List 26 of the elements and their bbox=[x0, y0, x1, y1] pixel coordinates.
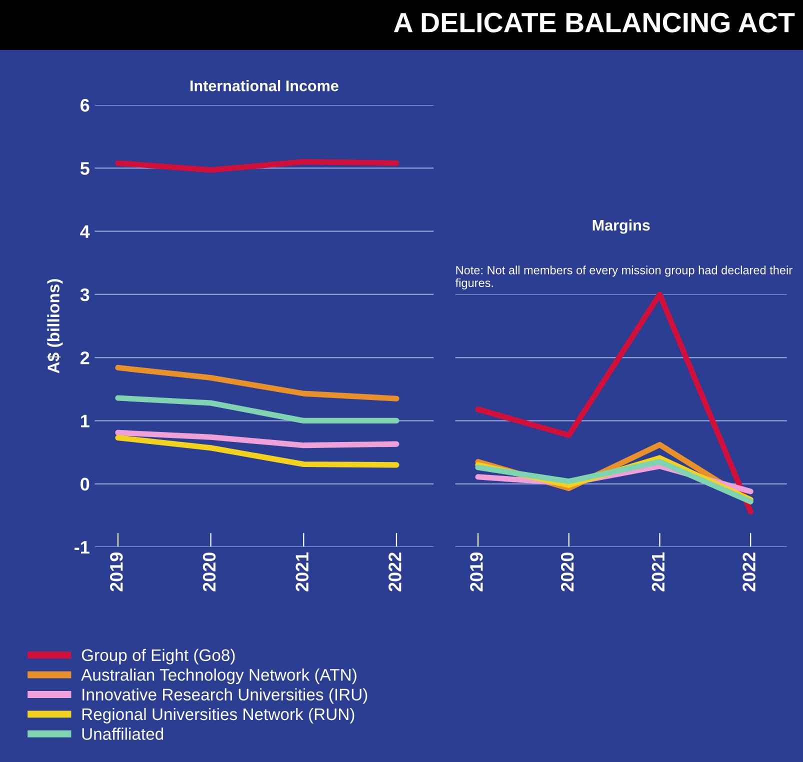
y-tick-label: 1 bbox=[80, 414, 90, 428]
legend-label: Australian Technology Network (ATN) bbox=[81, 668, 356, 684]
legend-label: Group of Eight (Go8) bbox=[82, 648, 235, 664]
y-tick-label: 4 bbox=[80, 225, 90, 238]
x-tick-label: 2022 bbox=[742, 552, 756, 592]
x-tick-label: 2020 bbox=[202, 552, 216, 592]
legend-label: Unaffiliated bbox=[82, 728, 164, 740]
text: Note: Not all members of every mission group had declared their figures. bbox=[455, 266, 792, 290]
y-tick-label: -1 bbox=[74, 541, 90, 554]
chart-title: International Income bbox=[190, 80, 338, 92]
y-tick-label: 6 bbox=[80, 98, 90, 112]
y-tick-label: 0 bbox=[80, 478, 90, 491]
x-tick-label: 2022 bbox=[388, 552, 402, 592]
legend-label: Regional Universities Network (RUN) bbox=[82, 708, 354, 724]
y-tick-label: 3 bbox=[80, 288, 90, 302]
x-tick-label: 2021 bbox=[296, 552, 308, 592]
text: A DELICATE BALANCING ACT bbox=[394, 12, 795, 32]
x-tick-label: 2019 bbox=[470, 552, 483, 592]
x-tick-label: 2019 bbox=[110, 552, 123, 592]
y-tick-label: 5 bbox=[80, 162, 90, 175]
x-tick-label: 2020 bbox=[560, 552, 574, 592]
y-tick-label: 2 bbox=[80, 352, 90, 364]
legend-label: Innovative Research Universities (IRU) bbox=[82, 688, 368, 704]
y-axis-title: A$ (billions) bbox=[46, 279, 63, 374]
chart-title: Margins bbox=[592, 219, 650, 234]
x-tick-label: 2021 bbox=[652, 552, 665, 592]
